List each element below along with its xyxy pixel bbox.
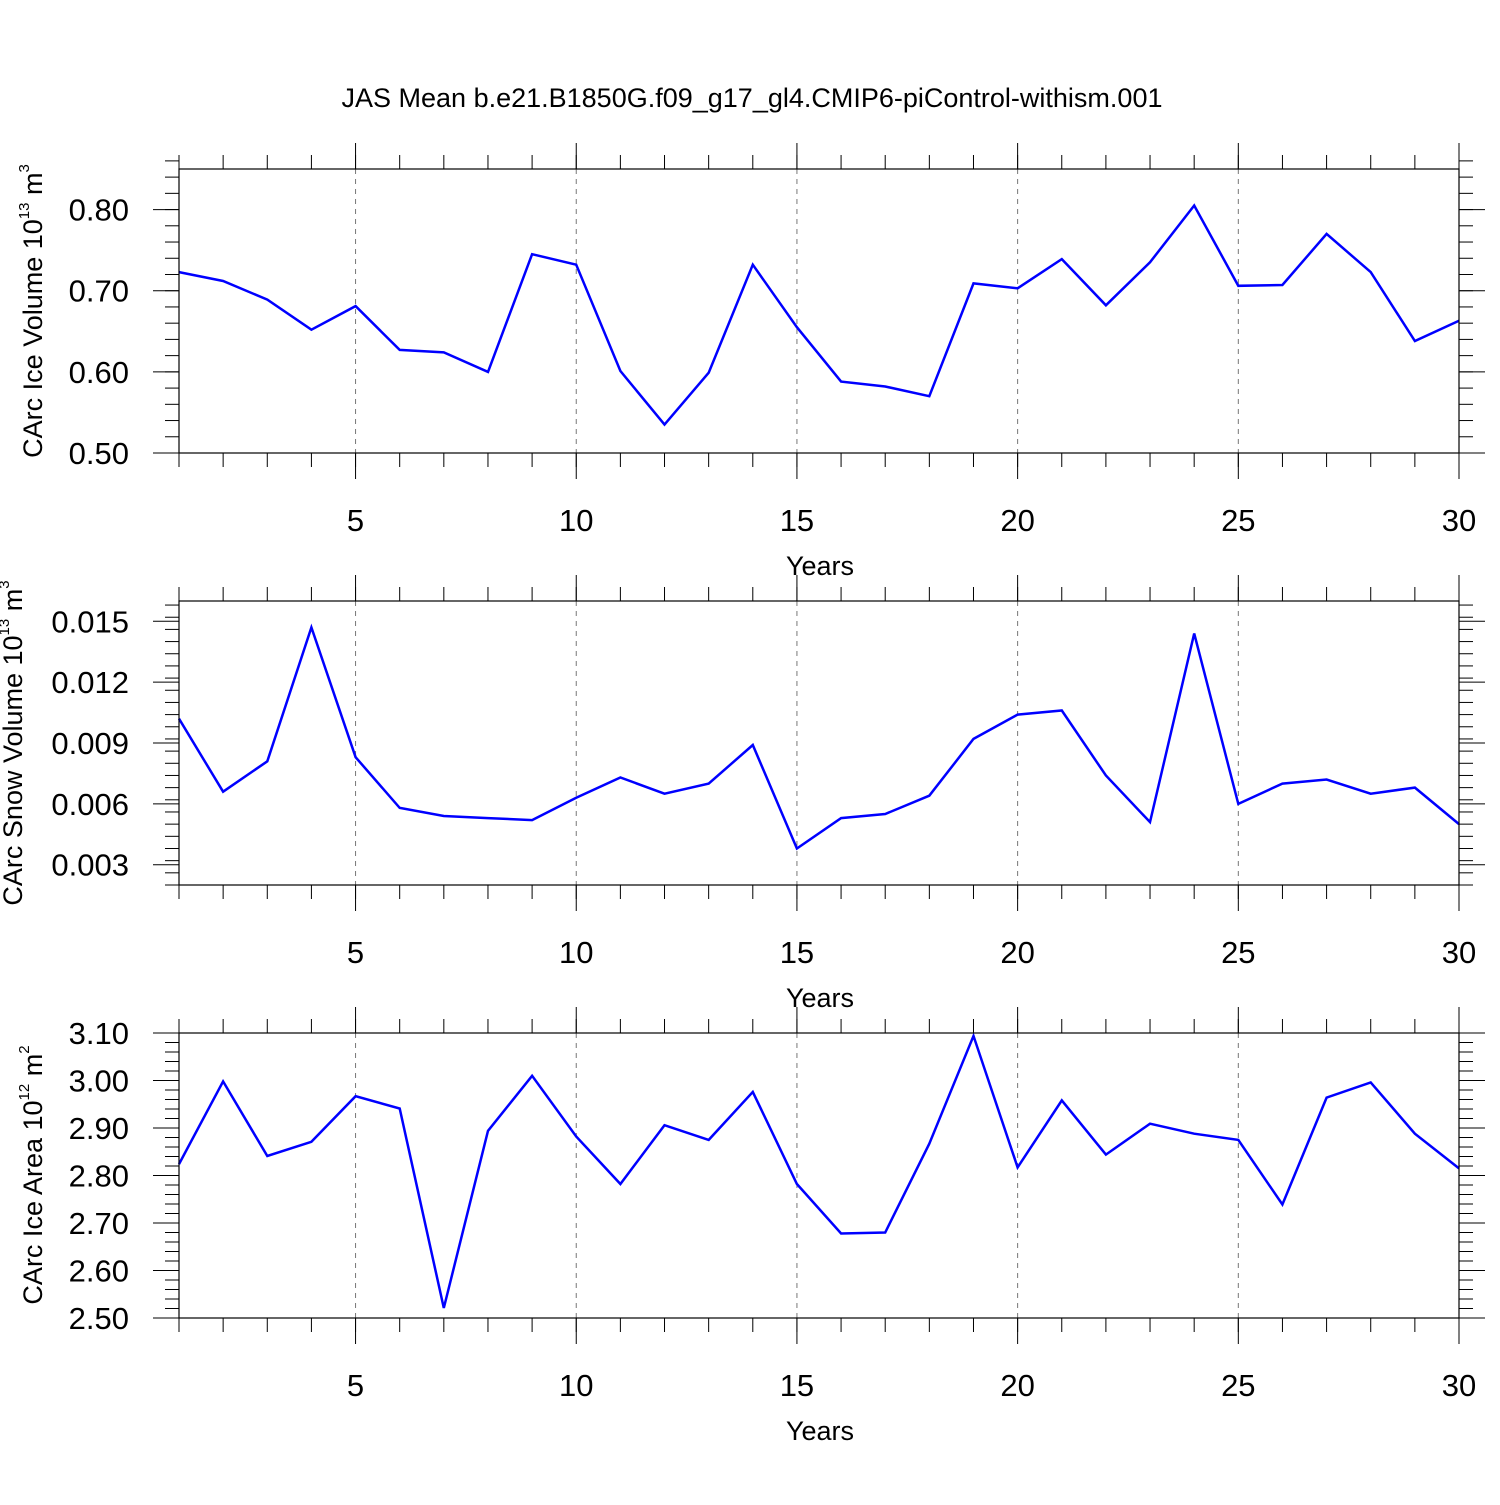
y-axis-label-exponent: 3 [0, 580, 13, 588]
x-tick-label: 5 [347, 1368, 364, 1403]
x-tick-label: 25 [1221, 935, 1255, 970]
y-axis-label-text: m [18, 1054, 48, 1084]
x-tick-label: 10 [559, 503, 593, 538]
x-tick-label: 5 [347, 503, 364, 538]
y-axis-label-text: m [18, 173, 48, 203]
series-line [177, 623, 1460, 851]
x-tick-label: 30 [1442, 503, 1476, 538]
series-line [178, 203, 1460, 427]
y-tick-label: 0.006 [51, 787, 129, 822]
x-tick-label: 20 [1000, 935, 1034, 970]
y-tick-label: 2.60 [69, 1254, 129, 1289]
panel-1: 5 10 15 20 25 30 Years 0.50 0.60 0.70 0.80 CArc Ice… [16, 143, 1485, 581]
y-axis-label-exponent: 13 [16, 203, 33, 220]
x-tick-label: 15 [780, 1368, 814, 1403]
x-tick-label: 5 [347, 935, 364, 970]
x-tick-label: 25 [1221, 503, 1255, 538]
series-line [177, 1032, 1460, 1309]
y-axis-label-exponent: 13 [0, 619, 13, 636]
x-tick-label: 15 [780, 503, 814, 538]
x-tick-label: 30 [1442, 1368, 1476, 1403]
y-tick-label: 0.012 [51, 665, 129, 700]
y-tick-label: 0.015 [51, 604, 129, 639]
x-axis-label: Years [786, 1416, 854, 1446]
y-axis-label-text: CArc Ice Volume 10 [18, 219, 48, 458]
x-tick-label: 20 [1000, 1368, 1034, 1403]
y-tick-label: 3.10 [69, 1016, 129, 1051]
y-axis-label-exponent: 3 [16, 164, 33, 172]
panel-3: 5 10 15 20 25 30 Years 2.50 2.60 2.70 2.80 2.90 3.00… [16, 1007, 1485, 1446]
x-tick-label: 10 [559, 935, 593, 970]
y-tick-label: 0.80 [69, 193, 129, 228]
y-tick-label: 0.003 [51, 848, 129, 883]
y-tick-label: 0.60 [69, 355, 129, 390]
x-tick-label: 30 [1442, 935, 1476, 970]
y-tick-label: 0.009 [51, 726, 129, 761]
panel-2: 5 10 15 20 25 30 Years 0.003 0.006 0.009 0.012 0.01… [0, 575, 1485, 1013]
x-axis-label: Years [786, 983, 854, 1013]
y-axis-label-text: CArc Ice Area 10 [18, 1100, 48, 1304]
plot-frame [178, 168, 1460, 454]
y-axis-label: CArc Snow Volume 1013 m3 [0, 580, 28, 905]
y-tick-label: 2.80 [69, 1159, 129, 1194]
y-axis-label: CArc Ice Area 1012 m2 [16, 1045, 48, 1304]
y-axis-label-exponent: 2 [16, 1045, 33, 1053]
y-tick-label: 0.50 [69, 436, 129, 471]
y-tick-label: 2.90 [69, 1111, 129, 1146]
y-axis-label: CArc Ice Volume 1013 m3 [16, 164, 48, 458]
y-axis-label-text: m [0, 589, 28, 619]
y-tick-label: 2.50 [69, 1301, 129, 1336]
x-axis-label: Years [786, 551, 854, 581]
y-tick-label: 2.70 [69, 1206, 129, 1241]
y-axis-label-text: CArc Snow Volume 10 [0, 635, 28, 905]
plot-frame [178, 600, 1460, 886]
x-tick-label: 20 [1000, 503, 1034, 538]
x-tick-label: 10 [559, 1368, 593, 1403]
y-axis-label-exponent: 12 [16, 1084, 33, 1101]
x-tick-label: 15 [780, 935, 814, 970]
plot-frame [178, 1032, 1460, 1319]
y-tick-label: 3.00 [69, 1064, 129, 1099]
chart-title: JAS Mean b.e21.B1850G.f09_g17_gl4.CMIP6-… [342, 83, 1163, 113]
y-tick-label: 0.70 [69, 274, 129, 309]
x-tick-label: 25 [1221, 1368, 1255, 1403]
